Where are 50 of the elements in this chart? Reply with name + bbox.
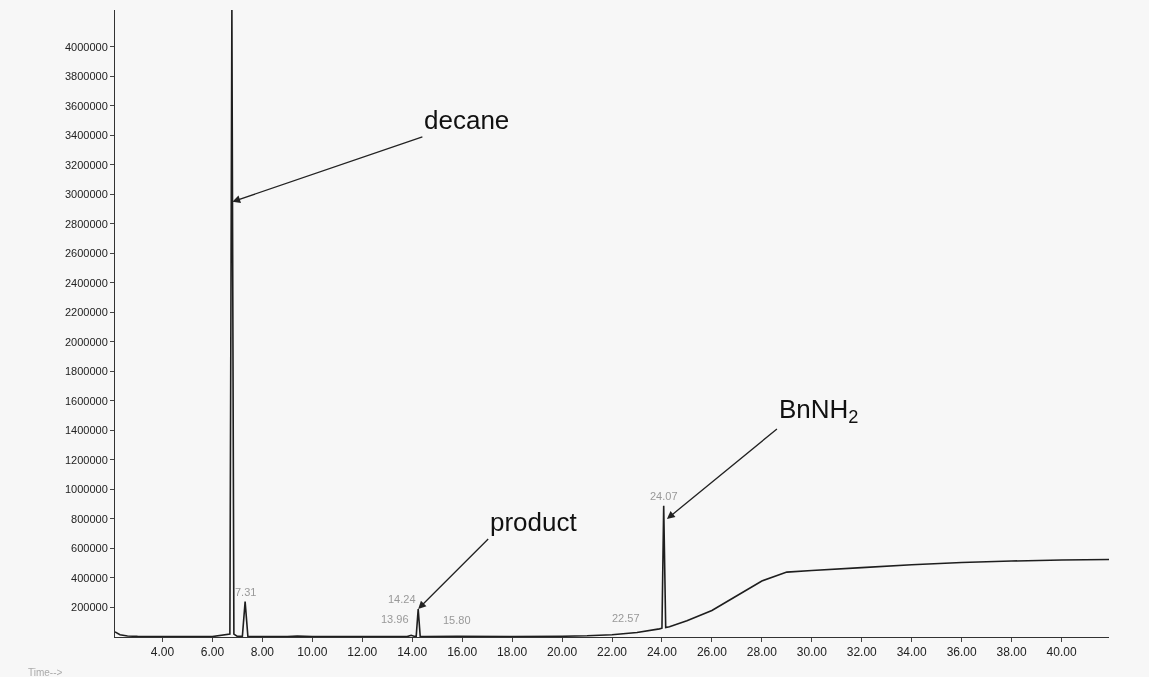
x-tick-label: 36.00 — [946, 645, 977, 660]
y-tick-label: 2000000 — [64, 335, 108, 348]
y-tick-label: 3200000 — [64, 158, 108, 171]
y-tick-label: 600000 — [71, 542, 108, 555]
x-tick-label: 38.00 — [996, 645, 1027, 660]
y-tick-label: 2200000 — [64, 306, 108, 319]
y-tick-label: 400000 — [71, 571, 108, 584]
annotation: 7.31 — [235, 586, 257, 598]
y-tick-label: 200000 — [71, 601, 108, 614]
x-tick-label: 22.00 — [596, 645, 628, 660]
x-tick-label: 20.00 — [547, 645, 578, 660]
annotation: 22.57 — [612, 612, 640, 624]
line-series — [115, 10, 1109, 637]
annotation: 14.24 — [388, 593, 416, 605]
x-tick-label: 16.00 — [447, 645, 478, 660]
x-tick-label: 8.00 — [250, 645, 275, 660]
annotation: decane — [424, 105, 510, 135]
y-tick-label: 1600000 — [64, 394, 108, 407]
x-tick-label: 12.00 — [347, 645, 378, 660]
x-axis-title: Time--> — [28, 667, 63, 677]
x-tick-label: 32.00 — [846, 645, 878, 660]
y-tick-label: 1200000 — [64, 453, 108, 466]
x-tick-label: 30.00 — [796, 645, 828, 660]
y-tick-label: 2800000 — [64, 217, 108, 230]
y-tick-label: 1800000 — [64, 365, 108, 378]
annotation: BnNH$_{2}$ — [779, 394, 859, 428]
y-tick-label: 2400000 — [64, 276, 108, 289]
y-tick-label: 3400000 — [64, 129, 108, 142]
y-tick-label: 3000000 — [64, 188, 108, 201]
y-tick-label: 3600000 — [64, 99, 108, 112]
x-tick-label: 4.00 — [150, 645, 175, 660]
y-tick-label: 3800000 — [64, 70, 108, 83]
x-tick-label: 28.00 — [746, 645, 778, 660]
y-tick-label: 1400000 — [64, 424, 108, 437]
x-tick-label: 18.00 — [497, 645, 528, 660]
annotation: 15.80 — [443, 614, 471, 626]
x-tick-label: 34.00 — [896, 645, 928, 660]
y-tick-label: 4000000 — [64, 40, 108, 53]
x-tick-label: 10.00 — [297, 645, 328, 660]
annotation: 13.96 — [381, 613, 409, 625]
x-tick-label: 6.00 — [200, 645, 225, 660]
x-tick-label: 40.00 — [1046, 645, 1077, 660]
x-tick-label: 14.00 — [397, 645, 428, 660]
y-tick-label: 1000000 — [64, 483, 108, 496]
x-tick-label: 26.00 — [696, 645, 728, 660]
y-tick-label: 2600000 — [64, 247, 108, 260]
y-tick-label: 800000 — [71, 512, 108, 525]
annotation: 24.07 — [650, 490, 678, 502]
x-tick-label: 24.00 — [646, 645, 678, 660]
annotation: product — [490, 507, 578, 537]
